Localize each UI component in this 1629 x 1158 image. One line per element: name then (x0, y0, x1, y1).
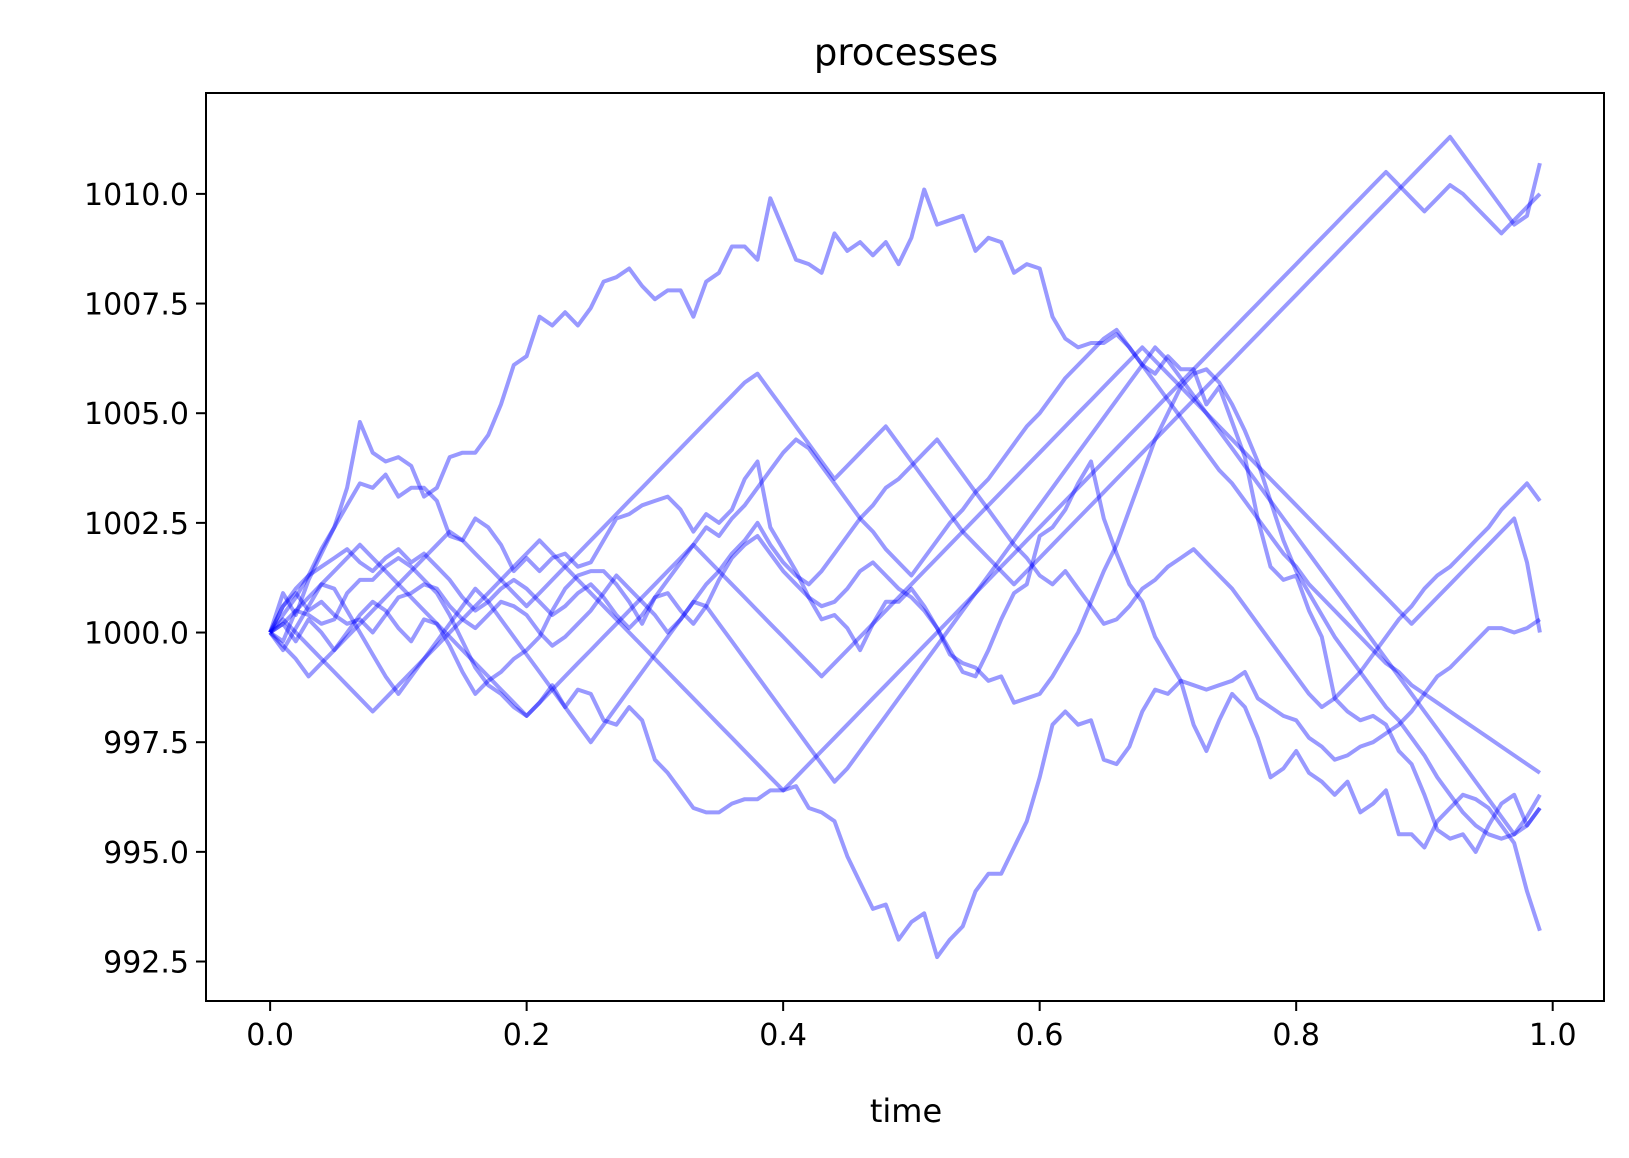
y-tick-label: 1000.0 (84, 617, 189, 652)
y-tick-label: 1005.0 (84, 397, 189, 432)
y-axis: 992.5 995.0 997.5 1000.0 1002.5 1005.0 1007.5 1… (84, 178, 206, 981)
x-tick-label: 0.8 (1272, 1018, 1320, 1053)
y-tick-label: 992.5 (103, 946, 189, 981)
series-line-4 (268, 367, 1542, 841)
series-line-3 (268, 556, 1542, 960)
x-tick-label: 0.4 (759, 1018, 807, 1053)
x-tick-label: 0.6 (1016, 1018, 1064, 1053)
series-line-10 (268, 345, 1542, 718)
y-tick-label: 1007.5 (84, 288, 189, 323)
series-line-8 (268, 170, 1542, 793)
series-line-5 (268, 437, 1542, 710)
series-line-7 (268, 134, 1542, 679)
series-line-1 (268, 187, 1542, 854)
series-line-2 (268, 459, 1542, 932)
y-tick-label: 1002.5 (84, 507, 189, 542)
series-line-9 (268, 345, 1542, 837)
series-layer (268, 134, 1542, 960)
y-tick-label: 1010.0 (84, 178, 189, 213)
plot-frame (205, 92, 1605, 1002)
chart-title: processes (814, 31, 998, 74)
x-axis: 0.0 0.2 0.4 0.6 0.8 1.0 (246, 1001, 1577, 1053)
x-tick-label: 1.0 (1529, 1018, 1577, 1053)
y-tick-label: 995.0 (103, 836, 189, 871)
y-tick-label: 997.5 (103, 726, 189, 761)
x-axis-label: time (870, 1092, 942, 1130)
x-tick-label: 0.0 (246, 1018, 294, 1053)
x-tick-label: 0.2 (503, 1018, 551, 1053)
series-line-6 (268, 327, 1542, 775)
